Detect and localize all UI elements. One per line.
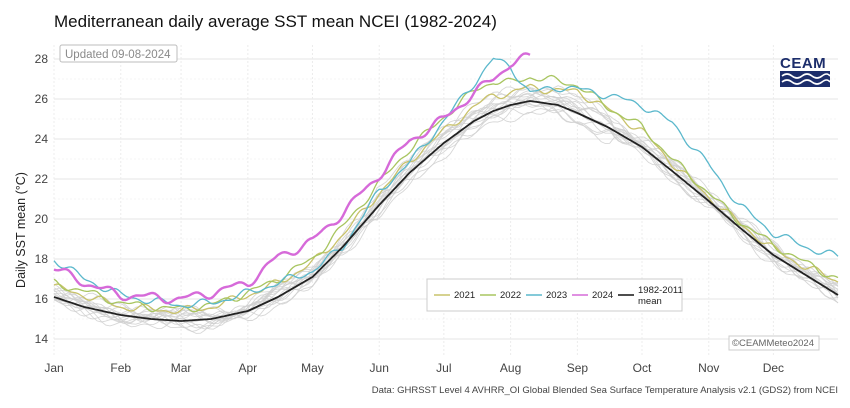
series-line-2023 xyxy=(53,57,839,309)
y-tick-label: 28 xyxy=(35,52,49,66)
x-tick-label: Sep xyxy=(567,361,589,375)
y-tick-labels: 14 16 18 20 22 24 26 28 xyxy=(35,52,49,346)
x-tick-label: Apr xyxy=(239,361,258,375)
background-year-line xyxy=(53,99,839,323)
updated-label: Updated 09-08-2024 xyxy=(65,49,171,61)
background-year-line xyxy=(53,91,839,325)
x-tick-label: Jun xyxy=(370,361,389,375)
legend-label: 2021 xyxy=(454,290,475,301)
copyright-label: ©CEAMMeteo2024 xyxy=(732,338,814,349)
x-tick-label: Aug xyxy=(500,361,521,375)
y-tick-label: 18 xyxy=(35,252,49,266)
x-tick-label: Jan xyxy=(44,361,63,375)
y-tick-label: 26 xyxy=(35,92,49,106)
legend-label: 2023 xyxy=(546,290,567,301)
x-tick-label: May xyxy=(301,361,324,375)
ceam-logo: CEAM xyxy=(780,55,831,87)
series-line-1982-2011-mean xyxy=(53,100,839,322)
legend-label: 2024 xyxy=(592,290,613,301)
series-lines xyxy=(53,52,839,322)
y-tick-label: 14 xyxy=(35,332,49,346)
y-tick-label: 22 xyxy=(35,172,49,186)
series-line-2022 xyxy=(53,74,839,313)
series-line-2024 xyxy=(53,52,531,305)
y-tick-label: 20 xyxy=(35,212,49,226)
x-tick-labels: Jan Feb Mar Apr May Jun Jul Aug Sep Oct Nov Dec xyxy=(44,361,784,375)
x-tick-label: Oct xyxy=(633,361,652,375)
logo-text: CEAM xyxy=(780,55,826,72)
x-tick-label: Feb xyxy=(110,361,131,375)
y-axis-label: Daily SST mean (°C) xyxy=(14,172,28,288)
updated-badge: Updated 09-08-2024 xyxy=(59,44,178,63)
legend-label: mean xyxy=(638,296,662,307)
x-tick-label: Mar xyxy=(171,361,192,375)
y-tick-label: 16 xyxy=(35,292,49,306)
x-tick-label: Jul xyxy=(436,361,451,375)
x-tick-label: Nov xyxy=(698,361,719,375)
source-note: Data: GHRSST Level 4 AVHRR_OI Global Ble… xyxy=(372,385,838,396)
y-tick-label: 24 xyxy=(35,132,49,146)
x-tick-label: Dec xyxy=(763,361,784,375)
background-year-line xyxy=(53,96,839,330)
chart-title: Mediterranean daily average SST mean NCE… xyxy=(54,12,497,31)
legend-label: 1982-2011 xyxy=(638,285,683,296)
copyright-badge: ©CEAMMeteo2024 xyxy=(728,335,820,351)
legend-label: 2022 xyxy=(500,290,521,301)
